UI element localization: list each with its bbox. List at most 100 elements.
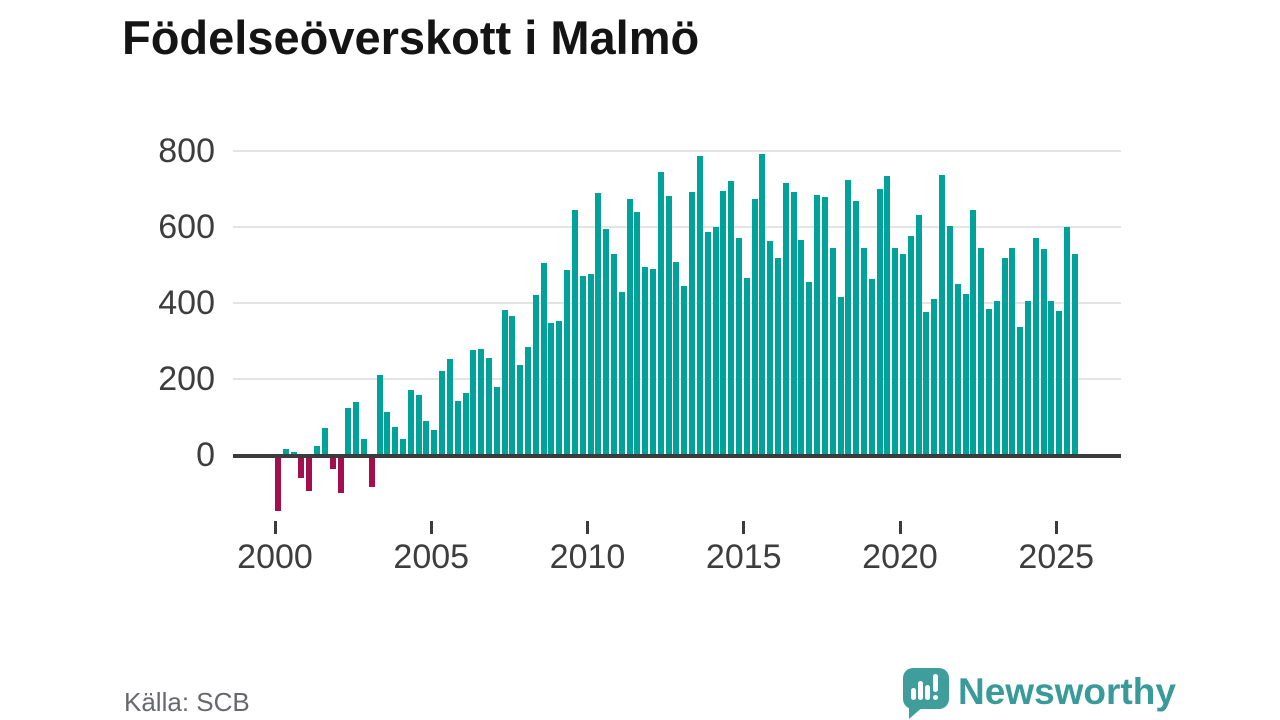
x-axis-line bbox=[233, 454, 1121, 458]
bar-positive bbox=[353, 401, 360, 455]
source-label: Källa: SCB bbox=[124, 687, 250, 717]
bar-positive bbox=[681, 285, 688, 455]
bar-positive bbox=[642, 267, 649, 455]
gridline bbox=[233, 150, 1121, 152]
bar-positive bbox=[650, 269, 656, 455]
y-axis-label: 400 bbox=[158, 284, 215, 322]
y-axis-label: 600 bbox=[158, 208, 215, 246]
gridline bbox=[233, 226, 1121, 228]
x-axis-tick bbox=[429, 521, 433, 534]
bar-positive bbox=[603, 228, 610, 455]
x-axis-label: 2015 bbox=[705, 538, 782, 576]
bar-positive bbox=[985, 309, 992, 455]
bar-positive bbox=[470, 350, 477, 455]
x-axis-label: 2005 bbox=[393, 538, 470, 576]
bar-positive bbox=[360, 439, 367, 455]
bar-positive bbox=[626, 198, 633, 455]
bar-positive bbox=[798, 240, 805, 455]
logo-bar-icon bbox=[911, 688, 916, 700]
bar-positive bbox=[1009, 247, 1016, 455]
bar-positive bbox=[782, 182, 789, 455]
bar-positive bbox=[556, 321, 563, 455]
bar-positive bbox=[1032, 238, 1039, 455]
bar-positive bbox=[290, 451, 297, 455]
bar-positive bbox=[454, 400, 461, 455]
bar-positive bbox=[595, 192, 602, 455]
bar-positive bbox=[751, 198, 758, 455]
x-axis-tick bbox=[742, 521, 746, 534]
bar-negative bbox=[306, 455, 313, 492]
bar-positive bbox=[610, 254, 617, 455]
bar-positive bbox=[806, 282, 813, 455]
bar-positive bbox=[759, 154, 766, 455]
bar-positive bbox=[1040, 249, 1047, 455]
y-axis-label: 800 bbox=[158, 132, 215, 170]
bar-positive bbox=[923, 312, 930, 455]
bar-positive bbox=[931, 298, 938, 455]
bar-positive bbox=[821, 196, 828, 455]
bar-positive bbox=[876, 189, 883, 455]
bar-positive bbox=[767, 241, 774, 455]
bar-positive bbox=[314, 445, 321, 455]
bar-positive bbox=[853, 201, 860, 455]
bar-positive bbox=[954, 283, 961, 455]
chart-title: Födelseöverskott i Malmö bbox=[122, 11, 700, 64]
bar-positive bbox=[829, 247, 836, 455]
x-axis-label: 2010 bbox=[549, 538, 626, 576]
bar-positive bbox=[1071, 254, 1078, 455]
bar-negative bbox=[298, 455, 305, 478]
bar-positive bbox=[665, 195, 672, 455]
bar-positive bbox=[1064, 226, 1071, 455]
x-axis-label: 2000 bbox=[237, 538, 313, 576]
bar-positive bbox=[704, 231, 711, 455]
bar-positive bbox=[689, 192, 696, 455]
bar-positive bbox=[775, 257, 781, 455]
bar-positive bbox=[587, 274, 594, 455]
bar-positive bbox=[814, 194, 821, 455]
bar-positive bbox=[392, 426, 399, 455]
bar-positive bbox=[321, 427, 328, 455]
bar-positive bbox=[837, 296, 844, 455]
bar-positive bbox=[1025, 301, 1031, 455]
bar-positive bbox=[915, 214, 922, 455]
bar-positive bbox=[978, 247, 985, 455]
bar-positive bbox=[1017, 326, 1024, 455]
bar-negative bbox=[329, 455, 336, 470]
bar-positive bbox=[345, 407, 352, 455]
bar-positive bbox=[712, 227, 719, 455]
x-axis-tick bbox=[273, 521, 277, 534]
x-axis-label: 2020 bbox=[862, 538, 938, 576]
bar-positive bbox=[462, 393, 469, 455]
bar-positive bbox=[884, 176, 891, 455]
bar-positive bbox=[579, 276, 586, 455]
bar-positive bbox=[868, 278, 875, 455]
bar-positive bbox=[282, 448, 289, 455]
bar-positive bbox=[634, 211, 641, 455]
bar-positive bbox=[860, 247, 867, 455]
x-axis-tick bbox=[586, 521, 589, 534]
bar-positive bbox=[790, 192, 797, 455]
bar-positive bbox=[384, 412, 391, 455]
bar-positive bbox=[407, 390, 414, 455]
bar-positive bbox=[493, 386, 500, 455]
bar-positive bbox=[439, 371, 446, 455]
bar-positive bbox=[907, 236, 914, 455]
logo-exclamation-icon bbox=[933, 674, 938, 692]
bar-positive bbox=[571, 209, 578, 455]
bar-positive bbox=[400, 438, 406, 455]
bar-positive bbox=[485, 358, 492, 455]
x-axis-tick bbox=[1054, 521, 1058, 534]
bar-positive bbox=[548, 322, 555, 455]
bar-positive bbox=[1056, 310, 1063, 455]
logo-bubble-tail bbox=[909, 706, 924, 719]
bar-positive bbox=[900, 253, 906, 455]
bar-positive bbox=[446, 359, 453, 455]
bar-positive bbox=[946, 225, 953, 455]
x-axis-tick bbox=[898, 521, 902, 534]
bar-positive bbox=[657, 171, 664, 455]
bar-positive bbox=[1048, 301, 1055, 455]
bar-positive bbox=[532, 295, 539, 455]
y-axis-label: 200 bbox=[158, 360, 215, 398]
bar-positive bbox=[845, 179, 852, 455]
